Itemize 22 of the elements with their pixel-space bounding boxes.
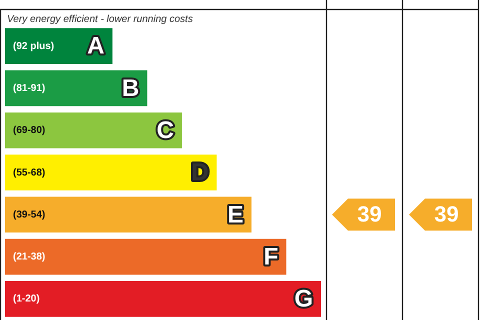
y-tick-label: (1-20) [13, 294, 40, 305]
bar [5, 281, 321, 317]
annotation: A [87, 32, 104, 60]
annotation: E [227, 201, 244, 228]
annotation: G [294, 286, 313, 313]
bar [5, 196, 252, 233]
annotation: C [156, 116, 174, 144]
bar [5, 238, 286, 275]
y-tick-label: (55-68) [13, 167, 46, 178]
y-tick-label: (69-80) [13, 125, 46, 136]
y-tick-label: (92 plus) [13, 40, 54, 52]
y-tick-label: (21-38) [13, 252, 46, 263]
bar [5, 112, 182, 148]
y-tick-label: (39-54) [13, 209, 46, 220]
text: 39 [357, 202, 382, 227]
annotation: F [264, 243, 278, 270]
y-tick-label: (81-91) [13, 82, 46, 94]
annotation: D [191, 159, 209, 186]
annotation: B [122, 74, 140, 102]
bar [5, 154, 217, 190]
text: 39 [434, 202, 459, 227]
text: Very energy efficient - lower running costs [7, 14, 193, 25]
